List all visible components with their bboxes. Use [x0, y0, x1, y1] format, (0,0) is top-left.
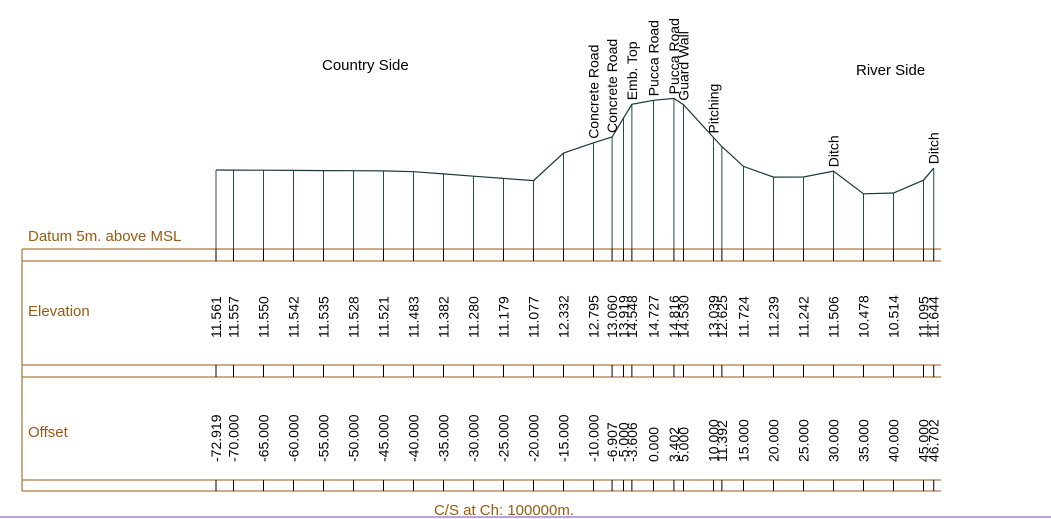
feature-label-4: Pucca Road	[666, 18, 682, 94]
offset-value-23: 20.000	[766, 419, 782, 462]
section-title: C/S at Ch: 100000m.	[434, 502, 574, 519]
offset-value-1: -70.000	[226, 414, 242, 462]
offset-value-10: -25.000	[496, 414, 512, 462]
offset-value-21: 11.392	[714, 420, 730, 462]
elevation-values: 11.561 11.557 11.550 11.542 11.535 11.528 11.5…	[208, 295, 942, 338]
elevation-value-6: 11.521	[376, 296, 392, 338]
datum-label: Datum 5m. above MSL	[28, 228, 181, 245]
offset-value-5: -50.000	[346, 414, 362, 462]
elevation-value-24: 11.242	[796, 296, 812, 338]
offset-value-15: -5.000	[616, 422, 632, 462]
offset-value-6: -45.000	[376, 414, 392, 462]
offset-value-0: -72.919	[208, 414, 224, 462]
offset-value-4: -55.000	[316, 414, 332, 462]
ground-profile	[215, 97, 935, 195]
offset-value-17: 0.000	[646, 427, 662, 462]
elevation-value-4: 11.535	[316, 296, 332, 338]
offset-value-26: 35.000	[856, 419, 872, 462]
elevation-value-3: 11.542	[286, 296, 302, 338]
feature-labels: Concrete Road Concrete Road Emb. Top Pucca …	[586, 18, 942, 167]
elevation-value-8: 11.382	[436, 296, 452, 338]
band-frame	[0, 248, 1051, 518]
offset-value-27: 40.000	[886, 419, 902, 462]
elevation-value-19: 14.530	[676, 295, 692, 338]
elevation-value-11: 11.077	[526, 296, 542, 338]
elevation-value-28: 11.095	[916, 296, 932, 338]
offset-value-25: 30.000	[826, 419, 842, 462]
elevation-value-1: 11.557	[226, 296, 242, 338]
feature-label-8: Ditch	[926, 132, 942, 164]
offset-value-3: -60.000	[286, 414, 302, 462]
elevation-value-21: 12.625	[714, 295, 730, 338]
offset-value-16: -3.606	[624, 422, 640, 462]
elevation-value-20: 13.039	[706, 295, 722, 338]
feature-label-6: Pitching	[706, 84, 722, 134]
offset-value-14: -6.907	[604, 422, 620, 462]
offset-value-18: 3.402	[666, 427, 682, 462]
offset-value-9: -30.000	[466, 414, 482, 462]
offset-value-7: -40.000	[406, 414, 422, 462]
elevation-value-0: 11.561	[208, 296, 224, 338]
offset-value-20: 10.000	[706, 419, 722, 462]
offset-values: -72.919 -70.000 -65.000 -60.000 -55.000 -50.0…	[208, 414, 942, 462]
elevation-value-18: 14.816	[666, 295, 682, 338]
elevation-value-25: 11.506	[826, 296, 842, 338]
elevation-value-15: 13.919	[616, 295, 632, 338]
elevation-value-27: 10.514	[886, 295, 902, 338]
elevation-value-26: 10.478	[856, 295, 872, 338]
elevation-value-17: 14.727	[646, 295, 662, 338]
elevation-value-2: 11.550	[256, 296, 272, 338]
elevation-value-5: 11.528	[346, 296, 362, 338]
elevation-value-14: 13.060	[604, 295, 620, 338]
offset-value-29: 46.702	[926, 419, 942, 462]
elevation-value-23: 11.239	[766, 296, 782, 338]
feature-label-2: Emb. Top	[624, 41, 640, 100]
elevation-value-22: 11.724	[736, 296, 752, 338]
river-side-label: River Side	[856, 62, 925, 79]
grid-lines	[215, 98, 935, 491]
offset-value-13: -10.000	[586, 414, 602, 462]
offset-value-28: 45.000	[916, 419, 932, 462]
elevation-value-16: 14.548	[624, 295, 640, 338]
offset-value-2: -65.000	[256, 414, 272, 462]
offset-value-8: -35.000	[436, 414, 452, 462]
offset-value-24: 25.000	[796, 419, 812, 462]
offset-value-11: -20.000	[526, 414, 542, 462]
feature-label-5: Guard Wall	[676, 31, 692, 101]
profile-line	[215, 97, 935, 195]
offset-value-12: -15.000	[556, 414, 572, 462]
elevation-value-13: 12.795	[586, 295, 602, 338]
feature-label-7: Ditch	[826, 135, 842, 167]
elevation-value-29: 11.644	[926, 296, 942, 338]
elevation-row-label: Elevation	[28, 303, 90, 320]
country-side-label: Country Side	[322, 57, 409, 74]
feature-label-1: Concrete Road	[604, 39, 620, 133]
elevation-value-7: 11.483	[406, 296, 422, 338]
elevation-value-9: 11.280	[466, 296, 482, 338]
feature-label-3: Pucca Road	[646, 20, 662, 96]
offset-row-label: Offset	[28, 424, 69, 441]
elevation-value-12: 12.332	[556, 295, 572, 338]
offset-value-22: 15.000	[736, 419, 752, 462]
elevation-value-10: 11.179	[496, 296, 512, 338]
feature-label-0: Concrete Road	[586, 45, 602, 139]
offset-value-19: 5.000	[676, 427, 692, 462]
